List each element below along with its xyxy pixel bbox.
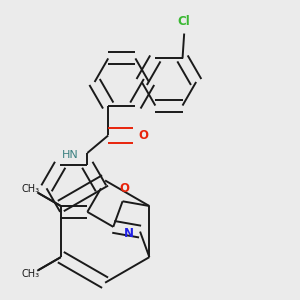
Text: O: O <box>139 129 149 142</box>
Text: HN: HN <box>62 150 79 160</box>
Text: CH₃: CH₃ <box>22 184 40 194</box>
Text: N: N <box>124 227 134 240</box>
Text: O: O <box>119 182 129 195</box>
Text: CH₃: CH₃ <box>22 269 40 279</box>
Text: Cl: Cl <box>178 15 190 28</box>
